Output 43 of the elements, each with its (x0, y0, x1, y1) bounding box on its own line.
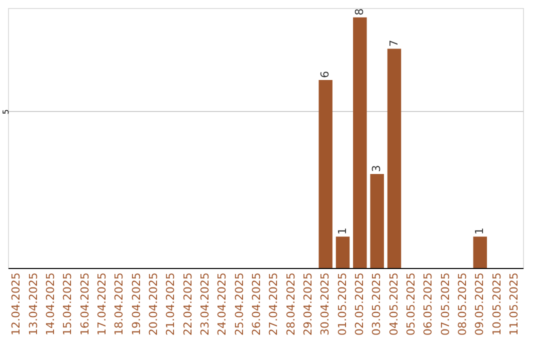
x-tick-label: 09.05.2025 (473, 272, 486, 336)
x-tick-label: 12.04.2025 (10, 272, 23, 336)
data-label: 3 (370, 165, 384, 172)
x-tick-label: 01.05.2025 (336, 272, 349, 336)
x-tick-label: 30.04.2025 (318, 272, 332, 336)
x-tick-label: 22.04.2025 (181, 272, 194, 336)
y-tick-label: 5 (2, 109, 10, 114)
x-tick-label: 25.04.2025 (232, 272, 246, 336)
data-label: 1 (473, 228, 486, 235)
x-tick-label: 05.05.2025 (404, 272, 418, 336)
x-tick-label: 10.05.2025 (490, 272, 504, 336)
x-tick-label: 19.04.2025 (130, 272, 143, 336)
bar (473, 236, 487, 268)
x-tick-label: 28.04.2025 (284, 272, 298, 336)
x-tick-label: 03.05.2025 (370, 272, 384, 336)
x-tick-label: 15.04.2025 (61, 272, 74, 336)
x-tick-label: 08.05.2025 (456, 272, 469, 336)
x-tick-label: 17.04.2025 (95, 272, 108, 336)
bar (387, 48, 402, 268)
x-tick-label: 18.04.2025 (112, 272, 126, 336)
x-tick-label: 02.05.2025 (352, 272, 366, 336)
x-tick-label: 20.04.2025 (146, 272, 160, 336)
x-tick-label: 21.04.2025 (164, 272, 178, 336)
data-label: 7 (387, 40, 400, 47)
x-tick-label: 07.05.2025 (438, 272, 452, 336)
bar (318, 80, 332, 268)
x-tick-label: 13.04.2025 (26, 272, 40, 336)
x-tick-label: 26.04.2025 (250, 272, 263, 336)
x-tick-label: 11.05.2025 (507, 272, 520, 336)
x-tick-label: 14.04.2025 (44, 272, 57, 336)
x-tick-label: 29.04.2025 (301, 272, 314, 336)
x-tick-label: 04.05.2025 (387, 272, 400, 336)
bar (353, 17, 367, 268)
data-label: 1 (336, 228, 349, 235)
x-tick-label: 27.04.2025 (267, 272, 280, 336)
bar (370, 174, 384, 268)
x-tick-label: 16.04.2025 (78, 272, 92, 336)
x-tick-label: 24.04.2025 (216, 272, 229, 336)
data-label: 8 (352, 8, 366, 16)
data-label: 6 (318, 71, 332, 78)
x-tick-label: 23.04.2025 (198, 272, 212, 336)
bar (336, 236, 350, 268)
x-tick-label: 06.05.2025 (422, 272, 435, 336)
